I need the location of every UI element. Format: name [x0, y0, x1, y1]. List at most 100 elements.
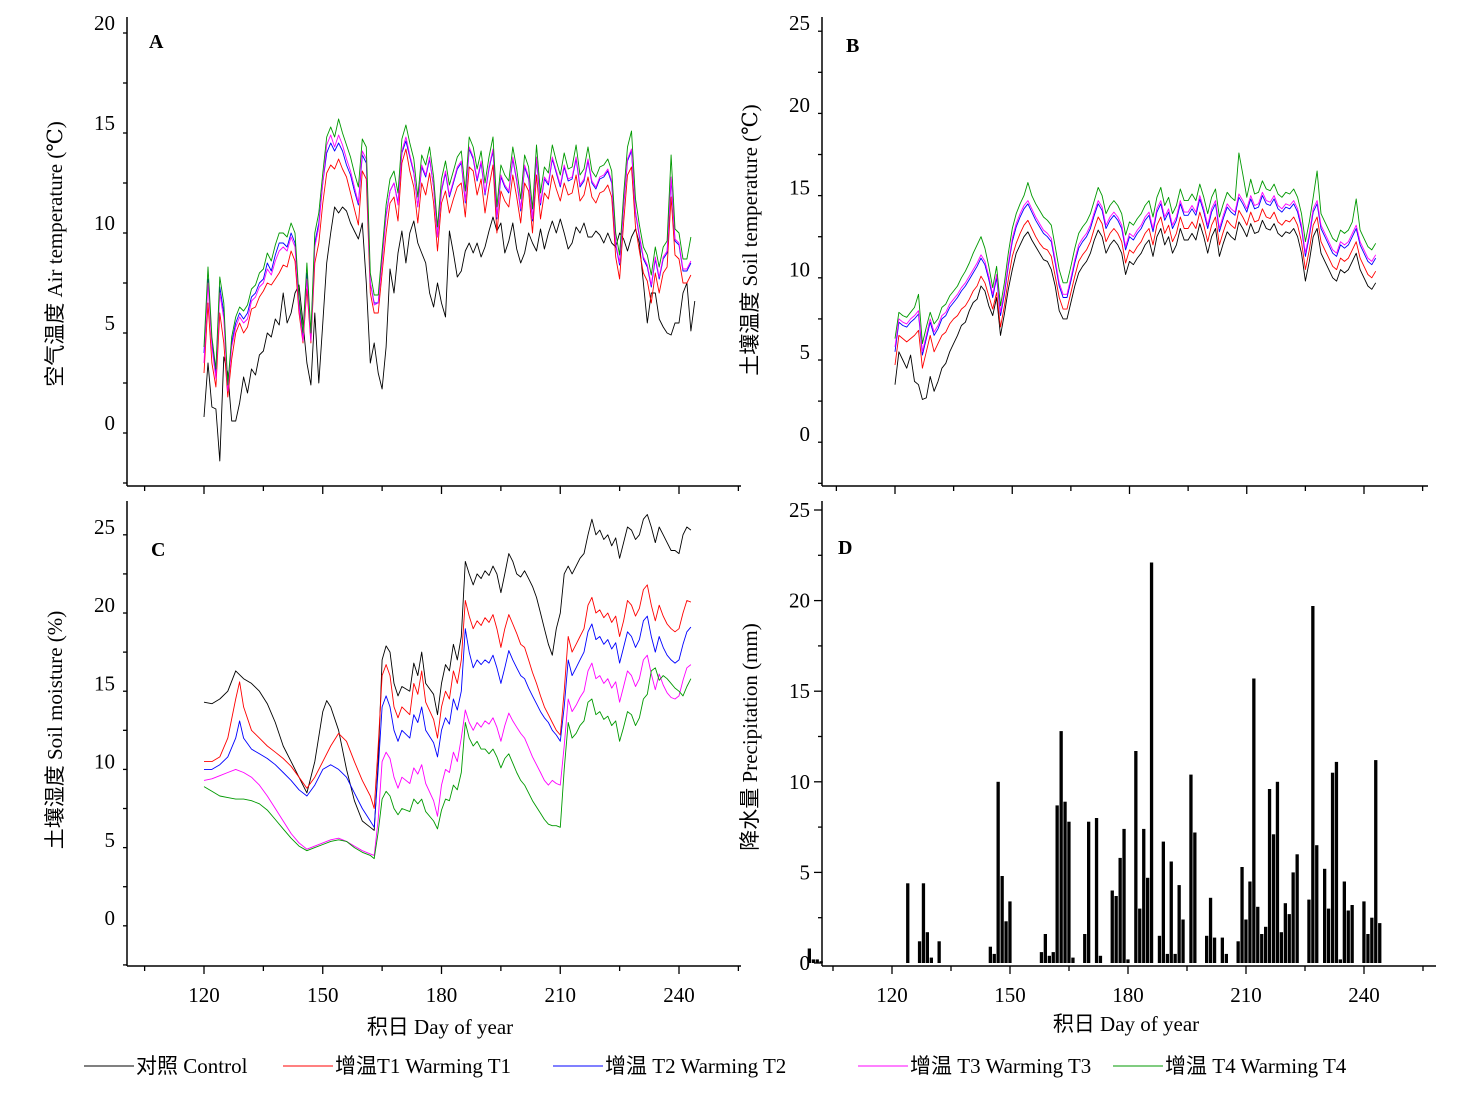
- panel-d-bar: [807, 948, 811, 963]
- panel-d-bar: [1362, 901, 1366, 963]
- panel-d-bar: [921, 883, 926, 963]
- panel-d-bar: [1181, 919, 1185, 963]
- legend: 对照 Control 增温T1 Warming T1 增温 T2 Warming T…: [84, 1054, 1347, 1078]
- panel-d-bar: [929, 957, 933, 963]
- panel-c-x-tick-label: 210: [545, 983, 577, 1007]
- panel-b-series-t3: [894, 191, 1377, 353]
- panel-c-x-tick-label: 150: [307, 983, 339, 1007]
- panel-d-bar: [1149, 562, 1154, 963]
- panel-d-bar: [815, 959, 819, 963]
- panel-d-x-axis-title: 积日 Day of year: [1053, 1012, 1199, 1036]
- panel-d-bar: [1240, 867, 1244, 963]
- panel-d-bar: [917, 941, 922, 963]
- panel-c-y-axis-title: 土壤湿度 Soil moisture (%): [43, 611, 67, 850]
- panel-d-bar: [1043, 934, 1047, 963]
- panel-d-bar: [1366, 934, 1370, 963]
- panel-d-bar: [1295, 854, 1299, 963]
- panel-d-y-tick-label: 5: [800, 860, 811, 884]
- panel-d-bar: [1287, 914, 1291, 963]
- panel-c-series-t2: [204, 615, 692, 828]
- panel-d-bar: [1047, 955, 1051, 963]
- panel-d-bar: [1000, 876, 1004, 963]
- panel-d-bar: [1212, 937, 1217, 963]
- panel-b-series-t4: [894, 152, 1377, 345]
- legend-label-t1: 增温T1 Warming T1: [335, 1054, 511, 1078]
- panel-d-x-tick-label: 210: [1230, 983, 1262, 1007]
- panel-d-bar: [1291, 872, 1295, 963]
- panel-a-y-tick-label: 0: [105, 411, 116, 435]
- legend-label-control: 对照 Control: [136, 1054, 248, 1078]
- panel-d-bar: [1224, 953, 1228, 963]
- panel-d-bar: [1267, 789, 1272, 963]
- panel-d-bar: [1338, 959, 1342, 963]
- panel-d-letter: D: [838, 537, 852, 559]
- panel-a-series-control: [203, 206, 696, 462]
- panel-d-x-tick-label: 150: [994, 983, 1026, 1007]
- panel-a-air-temperature: 0 5 10 15 20 A 空气温度 Air temperature (℃): [43, 11, 741, 494]
- panel-d-bar: [996, 781, 1000, 963]
- panel-a-y-tick-label: 15: [94, 111, 115, 135]
- panel-d-bar: [992, 953, 996, 963]
- panel-c-y-tick-label: 10: [94, 750, 115, 774]
- panel-d-bar: [1051, 952, 1055, 963]
- panel-d-y-tick-label: 25: [789, 498, 810, 522]
- panel-b-y-tick-label: 25: [789, 11, 810, 35]
- panel-b-series-t1: [894, 208, 1377, 369]
- panel-d-bar: [1244, 919, 1248, 963]
- panel-d-bar: [1208, 897, 1213, 963]
- panel-d-bar: [1165, 953, 1169, 963]
- panel-d-bar: [1071, 957, 1075, 963]
- panel-b-y-tick-label: 0: [800, 422, 811, 446]
- panel-d-bar: [1370, 917, 1374, 963]
- panel-a-series-t4: [203, 118, 692, 386]
- panel-a-y-axis-title: 空气温度 Air temperature (℃): [43, 121, 67, 387]
- panel-d-bar: [925, 932, 929, 963]
- panel-b-soil-temperature: 0 5 10 15 20 25 B 土壤温度 Soil temperature (℃): [738, 11, 1428, 494]
- panel-d-bar: [1063, 801, 1067, 963]
- panel-c-y-tick-label: 25: [94, 515, 115, 539]
- panel-c-letter: C: [151, 539, 165, 561]
- panel-d-x-tick-label: 180: [1112, 983, 1144, 1007]
- panel-d-bar: [1087, 821, 1091, 963]
- panel-d-bar: [1307, 899, 1311, 963]
- panel-d-bar: [1126, 959, 1130, 963]
- panel-d-bar: [811, 959, 815, 963]
- panel-d-bar: [1378, 923, 1382, 963]
- panel-d-y-tick-label: 15: [789, 679, 810, 703]
- panel-d-bar: [1256, 906, 1260, 963]
- panel-d-bar: [1311, 606, 1315, 963]
- panel-b-y-tick-label: 10: [789, 258, 810, 282]
- panel-d-bar: [1334, 761, 1339, 963]
- panel-d-bar: [1346, 910, 1350, 963]
- panel-d-bar: [1374, 760, 1378, 963]
- panel-d-bar: [1189, 774, 1193, 963]
- panel-d-bar: [1098, 955, 1103, 963]
- panel-d-bar: [1342, 881, 1346, 963]
- panel-d-bar: [1350, 905, 1354, 963]
- panel-a-y-tick-label: 5: [105, 311, 116, 335]
- panel-c-series-control: [203, 514, 692, 831]
- panel-d-bar: [1039, 952, 1044, 963]
- legend-label-t2: 增温 T2 Warming T2: [605, 1054, 786, 1078]
- panel-d-bar: [1004, 921, 1008, 963]
- panel-d-bar: [988, 946, 992, 963]
- panel-d-bar: [1161, 841, 1165, 963]
- panel-d-bar: [1146, 877, 1150, 963]
- panel-d-bar: [1157, 935, 1162, 963]
- panel-d-bar: [1177, 885, 1181, 963]
- panel-c-soil-moisture: 0 5 10 15 20 25 120 150 180 210 240 C 土壤湿度 Soil mois…: [43, 501, 741, 1039]
- panel-a-letter: A: [149, 31, 164, 53]
- panel-d-bar: [1055, 805, 1059, 963]
- panel-d-bar: [1114, 896, 1118, 963]
- panel-d-bar: [1323, 868, 1327, 963]
- panel-d-y-tick-label: 10: [789, 770, 810, 794]
- panel-d-bar: [1059, 731, 1063, 963]
- panel-c-y-tick-label: 0: [105, 906, 116, 930]
- panel-d-bar: [1138, 908, 1142, 963]
- panel-d-bar: [1271, 834, 1276, 963]
- panel-d-bar: [1236, 941, 1240, 963]
- panel-d-bar: [1220, 937, 1224, 963]
- panel-d-bar: [1275, 781, 1280, 963]
- panel-d-bar: [1067, 821, 1071, 963]
